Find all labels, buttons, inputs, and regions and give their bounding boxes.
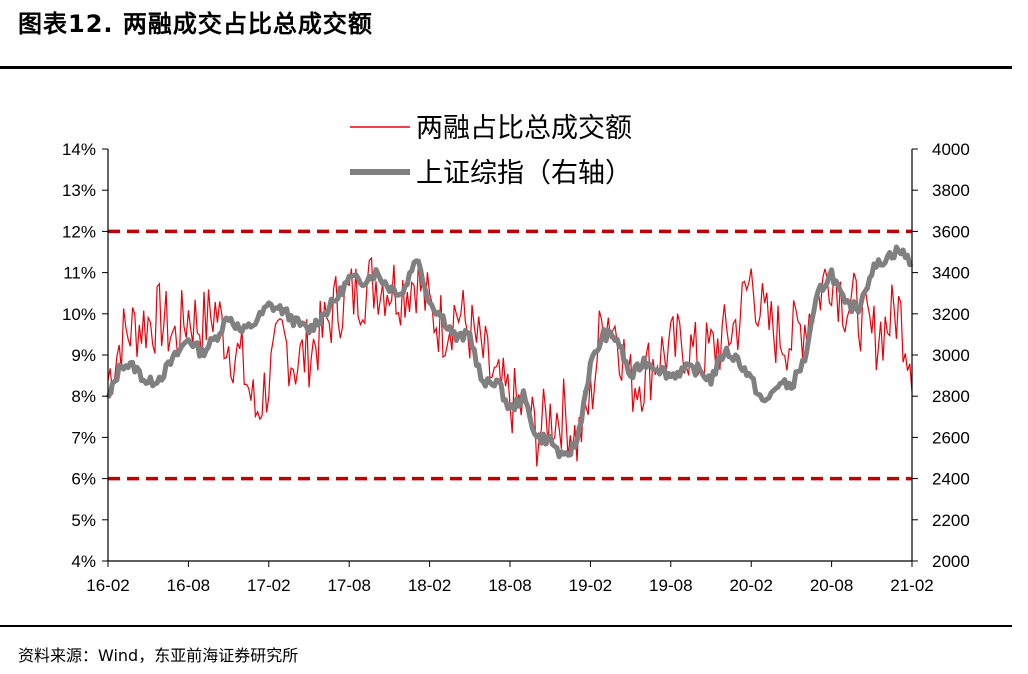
- y-right-tick-label: 4000: [932, 140, 970, 159]
- legend-label-ratio: 两融占比总成交额: [416, 113, 632, 144]
- legend-label-index: 上证综指（右轴）: [416, 158, 632, 189]
- x-tick-label: 16-02: [86, 576, 129, 595]
- y-right-tick-label: 2200: [932, 511, 970, 530]
- bottom-rule: [0, 625, 1012, 627]
- y-right-tick-label: 2800: [932, 387, 970, 406]
- figure-title: 图表12. 两融成交占比总成交额: [18, 10, 373, 38]
- top-rule: [0, 66, 1012, 69]
- x-tick-label: 17-02: [247, 576, 290, 595]
- x-tick-label: 20-02: [729, 576, 772, 595]
- x-tick-label: 19-02: [569, 576, 612, 595]
- y-left-tick-label: 12%: [62, 222, 96, 241]
- y-left-tick-label: 10%: [62, 305, 96, 324]
- x-tick-label: 20-08: [810, 576, 853, 595]
- x-tick-label: 18-02: [408, 576, 451, 595]
- y-right-tick-label: 2400: [932, 470, 970, 489]
- y-right-tick-label: 2600: [932, 428, 970, 447]
- y-right-tick-label: 3200: [932, 305, 970, 324]
- y-right-tick-label: 2000: [932, 552, 970, 571]
- y-left-tick-label: 11%: [63, 264, 96, 283]
- y-left-tick-label: 7%: [71, 428, 96, 447]
- y-left-tick-label: 9%: [71, 346, 96, 365]
- x-tick-label: 18-08: [488, 576, 531, 595]
- reference-lines: [108, 229, 912, 481]
- series-layer: [105, 244, 914, 467]
- y-right-tick-label: 3400: [932, 264, 970, 283]
- y-right-tick-label: 3000: [932, 346, 970, 365]
- x-tick-label: 17-08: [327, 576, 370, 595]
- series-line-index: [105, 244, 914, 460]
- y-right-tick-label: 3800: [932, 181, 970, 200]
- y-left-tick-label: 8%: [71, 387, 96, 406]
- legend: 两融占比总成交额 上证综指（右轴）: [350, 113, 632, 189]
- x-tick-label: 21-02: [890, 576, 933, 595]
- x-tick-label: 16-08: [167, 576, 210, 595]
- source-note: 资料来源：Wind，东亚前海证券研究所: [18, 646, 299, 665]
- x-tick-label: 19-08: [649, 576, 692, 595]
- series-line-ratio: [107, 256, 913, 467]
- y-left-tick-label: 4%: [71, 552, 96, 571]
- y-right-tick-label: 3600: [932, 222, 970, 241]
- axes-layer: 4% 5% 6% 7% 8% 9% 10% 11% 12% 13% 14% 2000 2200 2400 2…: [62, 140, 970, 595]
- y-left-tick-label: 14%: [62, 140, 96, 159]
- y-left-tick-label: 6%: [71, 470, 96, 489]
- y-left-tick-label: 13%: [62, 181, 96, 200]
- y-left-tick-label: 5%: [71, 511, 96, 530]
